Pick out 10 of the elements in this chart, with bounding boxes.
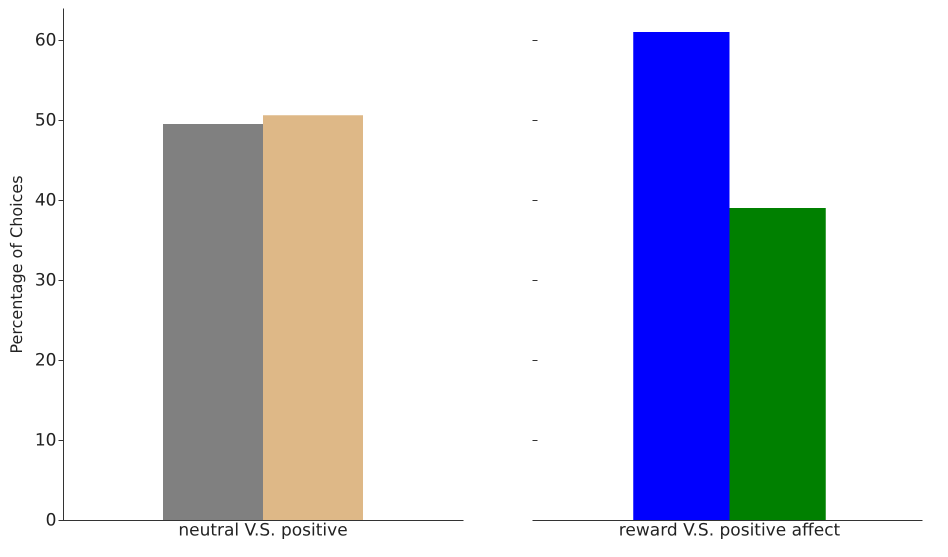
- y-tick-label: 60: [34, 30, 56, 50]
- y-tick-label: 0: [46, 510, 56, 530]
- y-tick-label: 50: [34, 110, 56, 130]
- x-tick-label: neutral V.S. positive: [178, 520, 348, 540]
- y-axis-title: Percentage of Choices: [6, 175, 26, 354]
- y-tick-label: 40: [34, 190, 56, 210]
- y-tick-label: 10: [34, 430, 56, 450]
- x-tick-label: reward V.S. positive affect: [618, 520, 841, 540]
- y-tick-label: 20: [34, 350, 56, 370]
- y-tick-label: 30: [34, 270, 56, 290]
